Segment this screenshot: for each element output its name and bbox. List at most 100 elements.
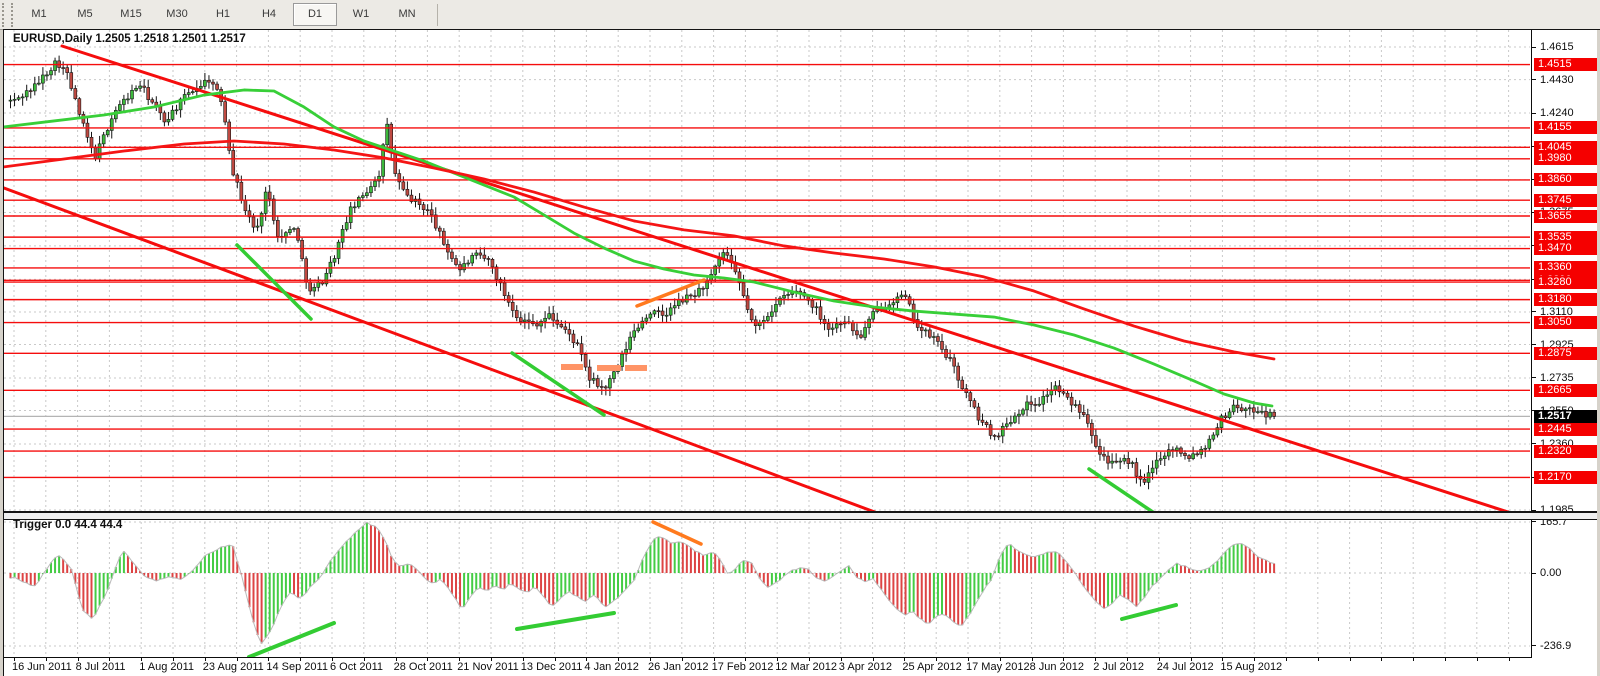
date-tick (745, 658, 747, 661)
indicator-tick (1531, 521, 1536, 523)
date-label: 21 Nov 2011 (457, 661, 519, 673)
date-tick (1158, 658, 1160, 661)
date-tick (809, 658, 810, 661)
date-label: 6 Oct 2011 (330, 661, 383, 673)
date-label: 24 Jul 2012 (1156, 661, 1214, 673)
date-tick (300, 658, 302, 661)
timeframe-button-M1[interactable]: M1 (31, 8, 47, 20)
price-tick (1531, 46, 1536, 48)
price-level-tag: 1.2445 (1534, 422, 1600, 436)
date-label: 15 Aug 2012 (1220, 661, 1283, 673)
date-tick (236, 658, 238, 661)
price-tick (1531, 278, 1536, 280)
price-level-tag: 1.4515 (1534, 58, 1600, 72)
date-label: 14 Sep 2011 (266, 661, 328, 673)
date-tick (141, 658, 143, 661)
price-tick (1531, 112, 1536, 114)
price-tick (1531, 211, 1536, 213)
price-level-tag: 1.3745 (1534, 193, 1600, 207)
date-tick (173, 658, 174, 661)
date-tick (840, 658, 842, 661)
date-tick (109, 658, 111, 661)
price-tick (1531, 443, 1536, 445)
trendlines (4, 44, 1510, 511)
oscillator-envelope (10, 521, 1275, 644)
date-tick (650, 658, 651, 661)
price-level-tag: 1.3470 (1534, 242, 1600, 256)
date-tick (363, 658, 365, 661)
right-edge-strip (1597, 30, 1600, 676)
date-tick (618, 658, 620, 661)
indicator-tick (1531, 572, 1536, 574)
date-tick (204, 658, 206, 661)
price-tick (1531, 476, 1536, 478)
date-tick (45, 658, 47, 661)
price-tick (1531, 179, 1536, 181)
price-level-tag: 1.3280 (1534, 275, 1600, 289)
indicator-annotation-segments (247, 520, 1178, 657)
date-tick (1095, 658, 1097, 661)
date-tick (1381, 658, 1383, 661)
timeframe-button-M15[interactable]: M15 (120, 8, 142, 20)
date-tick (459, 658, 461, 661)
date-tick (1476, 658, 1478, 661)
panel-divider[interactable] (4, 511, 1600, 520)
date-tick (491, 658, 492, 661)
timeframe-button-H1[interactable]: H1 (215, 8, 231, 20)
date-tick (1349, 658, 1351, 661)
price-tick (1531, 145, 1536, 147)
red-moving-average (4, 139, 1276, 361)
date-label: 23 Aug 2011 (202, 661, 264, 673)
price-level-tag: 1.3860 (1534, 173, 1600, 187)
indicator-tick (1531, 645, 1536, 647)
timeframe-button-M5[interactable]: M5 (77, 8, 93, 20)
date-label: 8 Jul 2011 (75, 661, 126, 673)
date-tick (586, 658, 588, 661)
indicator-grid (4, 517, 1530, 657)
price-tick (1531, 79, 1536, 81)
price-tick (1531, 509, 1536, 511)
date-label: 2 Jul 2012 (1093, 661, 1144, 673)
timeframe-button-W1[interactable]: W1 (352, 8, 370, 20)
chart-title: EURUSD,Daily 1.2505 1.2518 1.2501 1.2517 (13, 33, 246, 45)
price-chart-canvas (4, 30, 1530, 511)
chart-window: EURUSD,Daily 1.2505 1.2518 1.2501 1.2517… (3, 29, 1600, 676)
date-label: 4 Jan 2012 (584, 661, 639, 673)
price-tick (1531, 377, 1536, 379)
timeframe-button-MN[interactable]: MN (398, 8, 416, 20)
indicator-title: Trigger 0.0 44.4 44.4 (13, 519, 123, 531)
toolbar-separator (437, 3, 438, 26)
date-tick (1127, 658, 1128, 661)
price-tick (1531, 344, 1536, 346)
timeframe-button-M30[interactable]: M30 (166, 8, 188, 20)
date-tick (904, 658, 906, 661)
current-price-tag: 1.2517 (1534, 409, 1600, 423)
price-grid-label: 1.4430 (1540, 73, 1574, 86)
date-tick (872, 658, 874, 661)
indicator-axis-label: 0.00 (1540, 567, 1562, 579)
date-tick (554, 658, 556, 661)
date-tick (777, 658, 779, 661)
price-level-tag: 1.3360 (1534, 261, 1600, 275)
price-grid-label: 1.3110 (1540, 305, 1573, 318)
date-label: 26 Jan 2012 (648, 661, 709, 673)
price-tick (1531, 410, 1536, 412)
price-grid-label: 1.4615 (1540, 41, 1574, 53)
date-tick (1317, 658, 1319, 661)
price-axis-line (1531, 30, 1532, 657)
date-tick (681, 658, 683, 661)
date-tick (14, 658, 15, 661)
date-label: 17 May 2012 (966, 661, 1030, 673)
toolbar-grip[interactable] (2, 2, 13, 27)
price-level-tag: 1.4155 (1534, 121, 1600, 135)
timeframe-button-D1[interactable]: D1 (293, 3, 337, 26)
oscillator-histogram (9, 522, 1276, 644)
date-label: 17 Feb 2012 (711, 661, 774, 673)
date-tick (332, 658, 333, 661)
price-level-tag: 1.4045 (1534, 140, 1600, 154)
price-tick (1531, 245, 1536, 247)
price-level-tag: 1.2665 (1534, 383, 1600, 397)
timeframe-button-H4[interactable]: H4 (261, 8, 277, 20)
price-grid-label: 1.4240 (1540, 107, 1574, 120)
date-tick (1031, 658, 1033, 661)
